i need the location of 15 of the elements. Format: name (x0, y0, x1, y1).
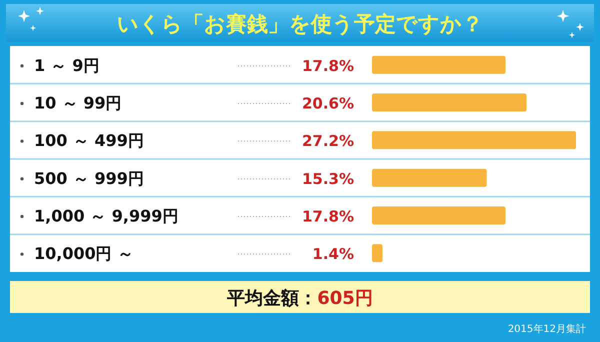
chart-title: いくら「お賽銭」を使う予定ですか？ (117, 12, 483, 36)
y-tick-label: 500 ～ 999円 (34, 168, 144, 188)
data-label: 17.8% (302, 56, 354, 75)
y-tick-label: 1 ～ 9円 (34, 56, 100, 75)
y-tick-label: 10 ～ 99円 (34, 94, 122, 112)
data-label: 20.6% (302, 94, 354, 112)
data-label: 1.4% (312, 245, 354, 264)
data-label: 15.3% (302, 170, 354, 188)
data-label: 27.2% (302, 132, 354, 150)
text: 2015年12月集計 (508, 323, 586, 335)
y-tick-label: 100 ～ 499円 (34, 131, 144, 150)
y-tick-label: 1,000 ～ 9,999円 (34, 206, 178, 226)
data-label: 17.8% (302, 208, 354, 226)
y-tick-label: 10,000円 ～ (34, 244, 134, 264)
text: 平均金額：605円 (226, 288, 373, 309)
